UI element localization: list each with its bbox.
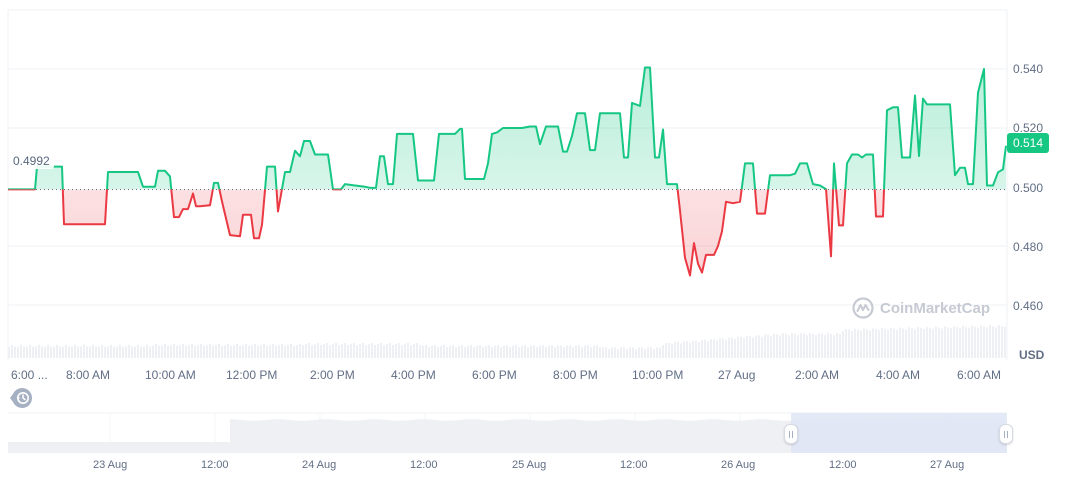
navigator-tick-label: 12:00 [410, 459, 438, 471]
current-price-badge: 0.514 [1007, 133, 1049, 153]
x-tick-label: 6:00 PM [472, 368, 517, 382]
navigator-tick-label: 12:00 [620, 459, 648, 471]
navigator-tick-label: 25 Aug [512, 459, 547, 471]
volume-bars [8, 324, 1006, 358]
navigator-tick-label: 24 Aug [302, 459, 337, 471]
x-tick-label: 4:00 PM [391, 368, 436, 382]
x-tick-label: 8:00 AM [66, 368, 111, 382]
navigator-tick-label: 12:00 [829, 459, 857, 471]
x-tick-label: 6:00 AM [957, 368, 1002, 382]
navigator-selected-range[interactable] [791, 413, 1007, 453]
y-tick-label: 0.540 [1013, 62, 1044, 76]
y-tick-label: 0.520 [1013, 121, 1044, 135]
x-tick-label: 10:00 PM [632, 368, 684, 382]
x-tick-label: 27 Aug [718, 368, 756, 382]
navigator-tick-label: 27 Aug [930, 459, 965, 471]
watermark-text: CoinMarketCap [880, 299, 991, 317]
currency-label: USD [1019, 348, 1045, 362]
y-tick-label: 0.460 [1013, 299, 1044, 313]
history-clock-icon[interactable] [10, 386, 34, 410]
navigator-tick-label: 26 Aug [721, 459, 756, 471]
x-tick-label: 4:00 AM [876, 368, 921, 382]
navigator-handle-right[interactable] [999, 424, 1013, 444]
y-tick-label: 0.480 [1013, 240, 1044, 254]
navigator-tick-label: 23 Aug [93, 459, 128, 471]
coinmarketcap-logo-icon [852, 297, 874, 319]
x-tick-label: 10:00 AM [145, 368, 196, 382]
navigator-tick-label: 12:00 [201, 459, 229, 471]
x-tick-label: 2:00 AM [795, 368, 840, 382]
x-tick-label: 8:00 PM [553, 368, 598, 382]
navigator-handle-left[interactable] [784, 424, 798, 444]
price-line [8, 66, 1007, 277]
open-price-label: 0.4992 [9, 153, 54, 169]
coinmarketcap-watermark: CoinMarketCap [852, 297, 990, 319]
y-tick-label: 0.500 [1013, 181, 1044, 195]
x-tick-label: 2:00 PM [310, 368, 355, 382]
x-tick-label: 6:00 ... [11, 368, 48, 382]
x-tick-label: 12:00 PM [226, 368, 278, 382]
navigator[interactable] [8, 412, 1007, 453]
